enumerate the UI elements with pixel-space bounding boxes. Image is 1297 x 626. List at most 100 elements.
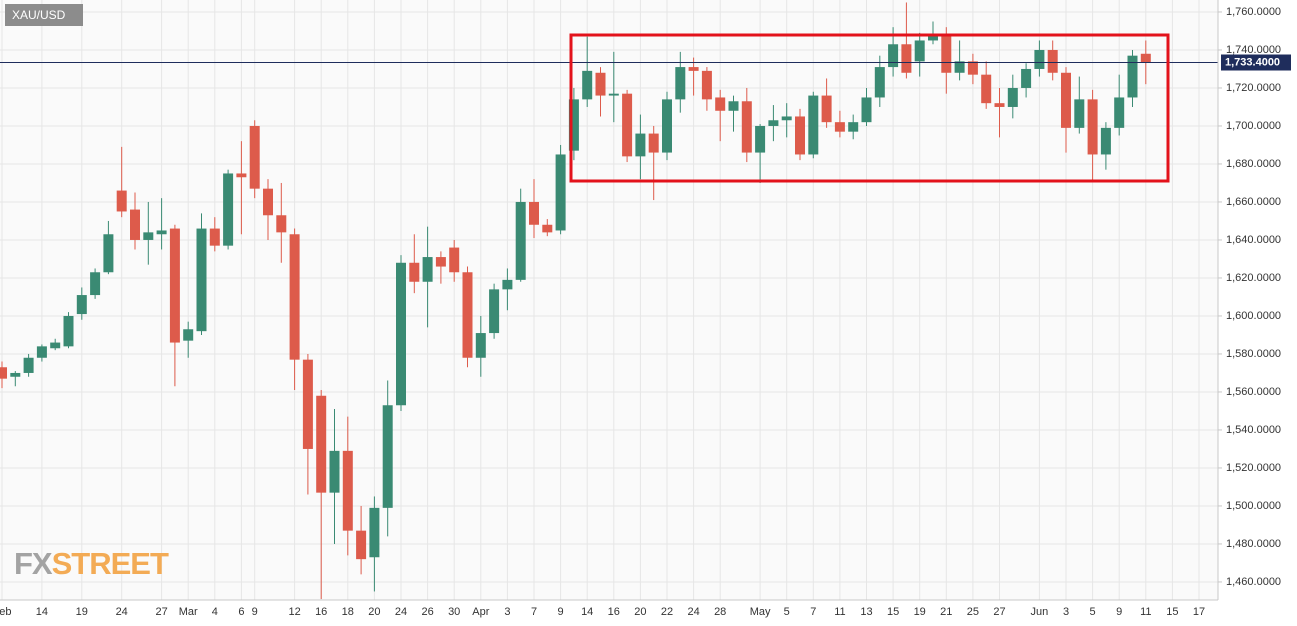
candle-body — [808, 95, 819, 155]
x-tick-label: 16 — [608, 606, 620, 618]
y-tick-label: 1,740.0000 — [1226, 44, 1281, 56]
x-tick-label: 19 — [76, 606, 88, 618]
x-tick-label: 16 — [315, 606, 327, 618]
candle-body — [382, 405, 393, 508]
x-tick-label: 27 — [155, 606, 167, 618]
y-tick-label: 1,680.0000 — [1226, 158, 1281, 170]
candle-body — [701, 70, 712, 100]
y-tick-label: 1,500.0000 — [1226, 500, 1281, 512]
x-tick-label: Jun — [1031, 606, 1049, 618]
y-tick-label: 1,620.0000 — [1226, 272, 1281, 284]
candle-body — [1127, 55, 1138, 98]
candle-body — [848, 122, 859, 132]
x-tick-label: 5 — [1090, 606, 1096, 618]
candle-body — [209, 228, 220, 246]
candle-body — [302, 359, 313, 449]
x-tick-label: 20 — [368, 606, 380, 618]
x-tick-label: 26 — [421, 606, 433, 618]
candle-body — [954, 61, 965, 73]
candle-body — [396, 262, 406, 406]
candle-body — [63, 315, 74, 347]
candle-body — [435, 257, 446, 267]
x-tick-label: 15 — [1166, 606, 1178, 618]
candle-body — [648, 133, 659, 153]
x-tick-label: 7 — [531, 606, 537, 618]
last-price-box — [1221, 54, 1291, 71]
candle-body — [994, 103, 1005, 107]
candle-body — [116, 190, 127, 212]
candle-body — [595, 72, 606, 96]
candle-body — [834, 122, 845, 132]
candle-body — [821, 95, 832, 123]
candle-body — [728, 101, 739, 111]
candle-body — [90, 272, 101, 296]
watermark: FXSTREET — [14, 546, 169, 581]
candle-body — [23, 357, 34, 373]
x-tick-label: 14 — [36, 606, 48, 618]
x-tick-label: 12 — [288, 606, 300, 618]
candle-body — [1100, 127, 1111, 155]
candle-body — [1114, 97, 1125, 128]
candle-body — [422, 257, 433, 282]
candle-body — [1074, 99, 1085, 128]
candle-body — [967, 61, 978, 75]
x-tick-label: 20 — [634, 606, 646, 618]
candle-body — [941, 34, 952, 73]
y-tick-label: 1,700.0000 — [1226, 120, 1281, 132]
y-tick-label: 1,600.0000 — [1226, 310, 1281, 322]
candle-body — [143, 232, 154, 240]
x-tick-label: 19 — [914, 606, 926, 618]
x-tick-label: 5 — [784, 606, 790, 618]
y-tick-label: 1,460.0000 — [1226, 576, 1281, 588]
x-tick-label: 4 — [212, 606, 218, 618]
x-tick-label: 3 — [504, 606, 510, 618]
candle-body — [369, 507, 380, 558]
x-tick-label: 24 — [116, 606, 128, 618]
candle-body — [276, 215, 287, 233]
candle-body — [901, 44, 912, 73]
candle-body — [10, 372, 21, 377]
candle-body — [1034, 49, 1045, 69]
y-tick-label: 1,580.0000 — [1226, 348, 1281, 360]
candle-body — [888, 44, 899, 68]
x-tick-label: Feb — [0, 606, 11, 618]
candle-body — [555, 154, 566, 231]
x-tick-label: 6 — [238, 606, 244, 618]
title-box — [5, 4, 83, 26]
candle-body — [329, 450, 340, 493]
candle-body — [342, 450, 353, 531]
candle-body — [36, 346, 47, 358]
x-tick-label: 24 — [687, 606, 699, 618]
plot-background — [0, 0, 1218, 600]
candle-body — [475, 333, 486, 358]
candle-body — [223, 173, 234, 246]
watermark-street: STREET — [52, 546, 169, 581]
x-tick-label: 11 — [1140, 606, 1151, 618]
candle-body — [529, 201, 539, 225]
candle-body — [196, 228, 207, 332]
candle-body — [861, 97, 872, 123]
candle-body — [874, 67, 885, 98]
y-tick-label: 1,660.0000 — [1226, 196, 1281, 208]
candle-body — [688, 67, 699, 71]
x-tick-label: 30 — [448, 606, 460, 618]
candle-body — [409, 262, 420, 282]
candle-body — [356, 530, 367, 560]
candle-body — [249, 125, 260, 189]
candle-body — [1047, 49, 1058, 73]
y-tick-label: 1,640.0000 — [1226, 234, 1281, 246]
x-tick-label: 3 — [1063, 606, 1069, 618]
x-tick-label: 24 — [395, 606, 407, 618]
candle-body — [981, 74, 992, 104]
candle-body — [914, 40, 925, 62]
candle-body — [1061, 72, 1071, 128]
candle-body — [76, 295, 87, 315]
y-tick-label: 1,540.0000 — [1226, 424, 1281, 436]
x-tick-label: Apr — [472, 606, 489, 618]
candle-body — [582, 70, 593, 100]
x-tick-label: 21 — [940, 606, 952, 618]
candle-body — [755, 125, 766, 153]
x-tick-label: 17 — [1193, 606, 1205, 618]
x-tick-label: 27 — [993, 606, 1005, 618]
candle-body — [515, 201, 526, 280]
